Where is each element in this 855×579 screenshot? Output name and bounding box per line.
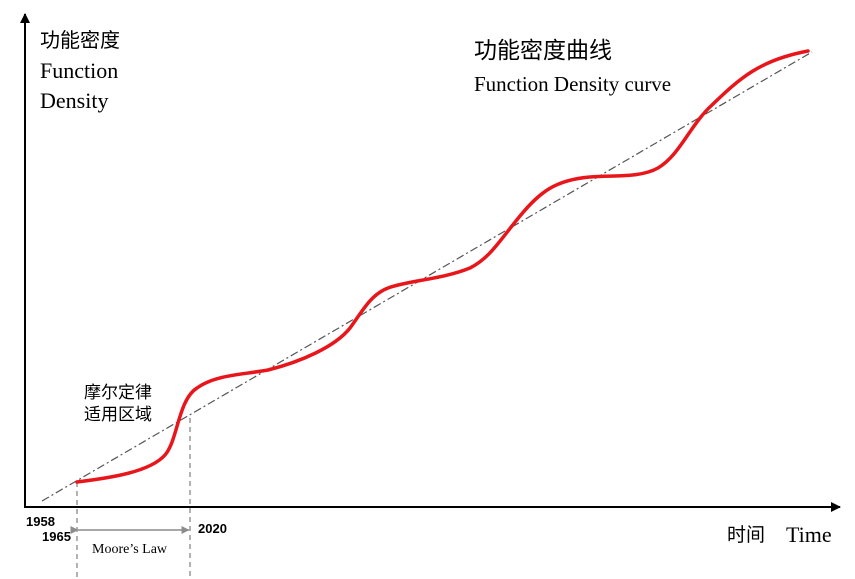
trend-line bbox=[41, 51, 813, 502]
y-axis-label-en-line1: Function bbox=[40, 58, 119, 83]
x-axis-label-en: Time bbox=[786, 522, 832, 547]
chart-title-en: Function Density curve bbox=[474, 72, 672, 96]
chart-title-cn: 功能密度曲线 bbox=[474, 38, 612, 64]
moores-law-region-line1: 摩尔定律 bbox=[84, 383, 152, 403]
y-axis-label-cn: 功能密度 bbox=[40, 28, 120, 52]
y-axis-label-en-line2: Density bbox=[40, 88, 109, 113]
function-density-curve bbox=[75, 49, 810, 484]
moores-law-region-line2: 适用区域 bbox=[84, 405, 152, 425]
year-label-2020: 2020 bbox=[198, 521, 227, 536]
x-axis-label-cn: 时间 bbox=[727, 524, 766, 546]
year-label-1965: 1965 bbox=[42, 529, 71, 544]
moores-law-label: Moore’s Law bbox=[92, 542, 168, 557]
year-label-1958: 1958 bbox=[26, 514, 55, 529]
